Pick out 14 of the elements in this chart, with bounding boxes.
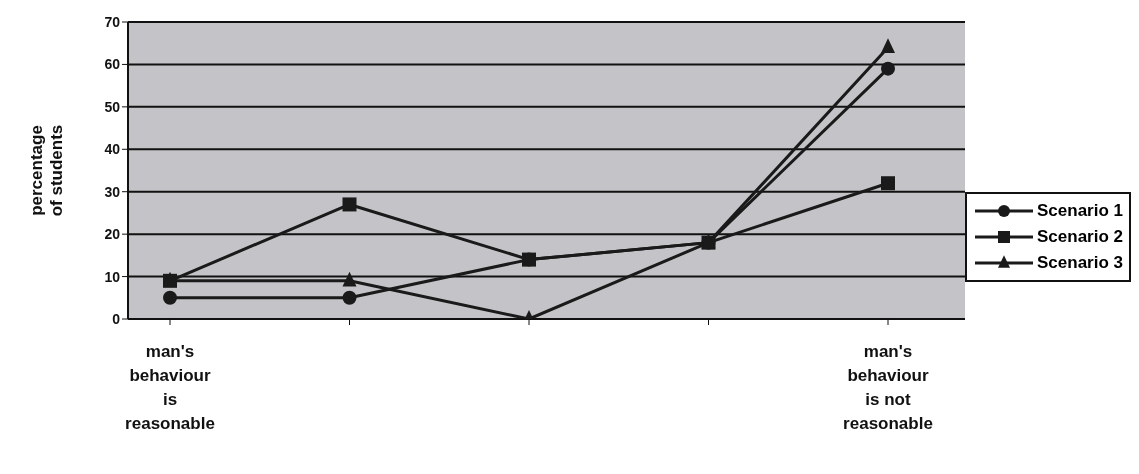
y-tick-label: 20 [104, 226, 121, 243]
x-tick-label: man's behaviour is reasonable [125, 342, 215, 433]
y-axis-title: percentage of students [27, 124, 66, 217]
y-tick-label: 10 [104, 268, 121, 285]
y-tick-label: 60 [104, 56, 121, 73]
x-tick-label: man's behaviour is not reasonable [843, 342, 933, 433]
y-tick-label: 0 [112, 310, 121, 327]
y-tick-label: 70 [104, 13, 121, 30]
y-tick-label: 50 [104, 98, 121, 115]
y-tick-label: 30 [104, 183, 121, 200]
y-tick-label: 40 [104, 141, 121, 158]
legend-label: Scenario 2 [1037, 227, 1123, 247]
legend-label: Scenario 1 [1037, 201, 1123, 221]
legend-label: Scenario 3 [1037, 253, 1123, 273]
